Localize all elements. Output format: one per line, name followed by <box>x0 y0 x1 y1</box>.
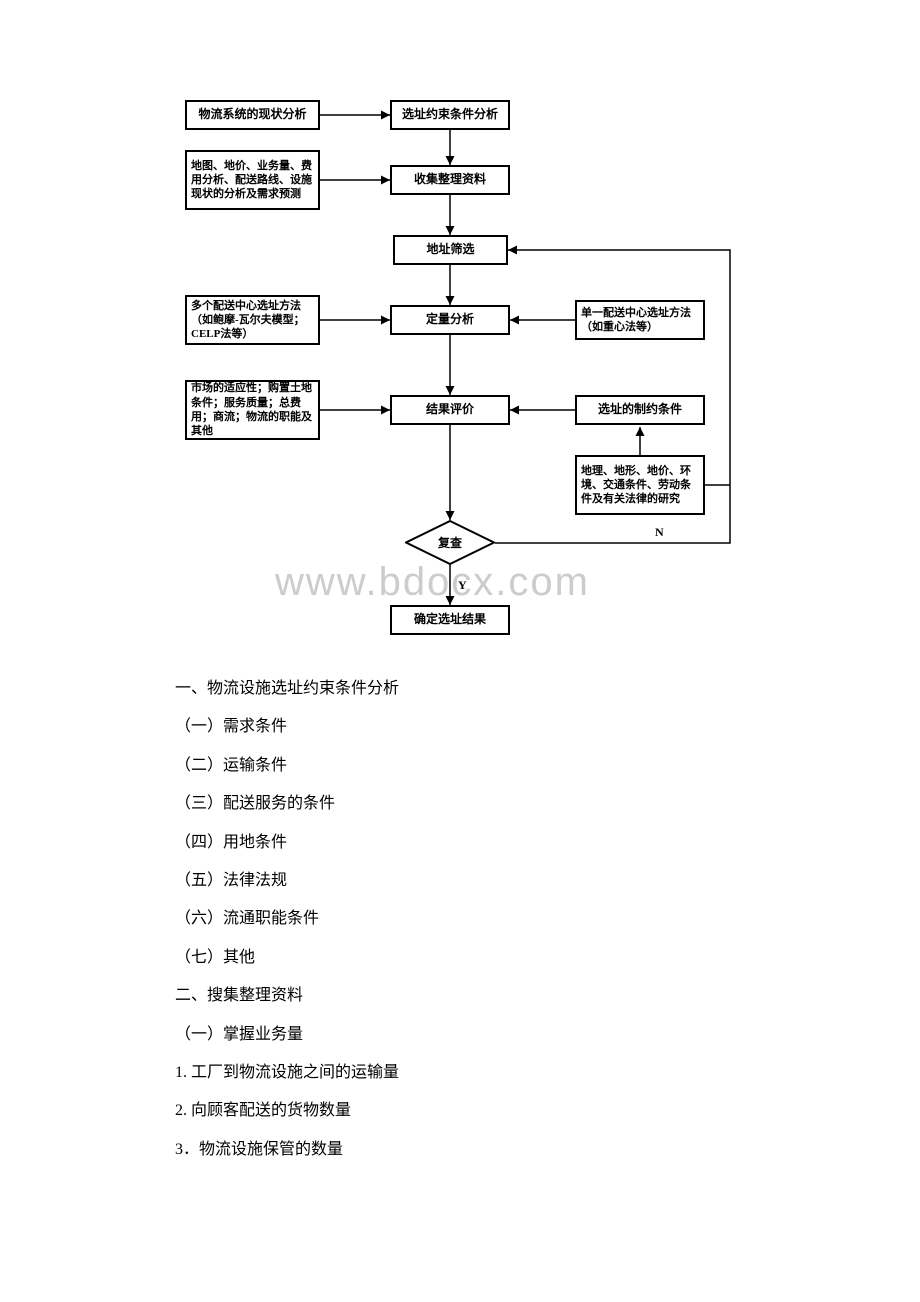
document-text: 一、物流设施选址约束条件分析 （一）需求条件 （二）运输条件 （三）配送服务的条… <box>175 670 745 1169</box>
item-2-1-2: 2. 向顾客配送的货物数量 <box>175 1092 745 1130</box>
heading-1: 一、物流设施选址约束条件分析 <box>175 670 745 708</box>
item-1-1: （一）需求条件 <box>175 708 745 746</box>
item-1-2: （二）运输条件 <box>175 747 745 785</box>
watermark-text: www.bdocx.com <box>275 560 590 605</box>
node-current-analysis: 物流系统的现状分析 <box>185 100 320 130</box>
node-constraints: 选址的制约条件 <box>575 395 705 425</box>
node-market-info: 市场的适应性；购置土地条件；服务质量；总费用；商流；物流的职能及其他 <box>185 380 320 440</box>
item-1-7: （七）其他 <box>175 939 745 977</box>
node-final-result: 确定选址结果 <box>390 605 510 635</box>
item-2-1: （一）掌握业务量 <box>175 1016 745 1054</box>
item-1-6: （六）流通职能条件 <box>175 900 745 938</box>
node-address-filter: 地址筛选 <box>393 235 508 265</box>
node-geo-info: 地理、地形、地价、环境、交通条件、劳动条件及有关法律的研究 <box>575 455 705 515</box>
heading-2: 二、搜集整理资料 <box>175 977 745 1015</box>
node-multi-method: 多个配送中心选址方法（如鲍摩-瓦尔夫模型；CELP法等） <box>185 295 320 345</box>
node-collect-data: 收集整理资料 <box>390 165 510 195</box>
item-2-1-1: 1. 工厂到物流设施之间的运输量 <box>175 1054 745 1092</box>
node-map-info: 地图、地价、业务量、费用分析、配送路线、设施现状的分析及需求预测 <box>185 150 320 210</box>
node-result-eval: 结果评价 <box>390 395 510 425</box>
node-recheck-diamond: 复查 <box>405 520 495 565</box>
flowchart-diagram: 物流系统的现状分析 选址约束条件分析 地图、地价、业务量、费用分析、配送路线、设… <box>175 100 745 640</box>
node-quant-analysis: 定量分析 <box>390 305 510 335</box>
node-single-method: 单一配送中心选址方法（如重心法等） <box>575 300 705 340</box>
item-2-1-3: 3．物流设施保管的数量 <box>175 1131 745 1169</box>
item-1-4: （四）用地条件 <box>175 824 745 862</box>
node-constraint-analysis: 选址约束条件分析 <box>390 100 510 130</box>
label-no: N <box>655 525 664 540</box>
diamond-label: 复查 <box>405 534 495 551</box>
item-1-5: （五）法律法规 <box>175 862 745 900</box>
item-1-3: （三）配送服务的条件 <box>175 785 745 823</box>
